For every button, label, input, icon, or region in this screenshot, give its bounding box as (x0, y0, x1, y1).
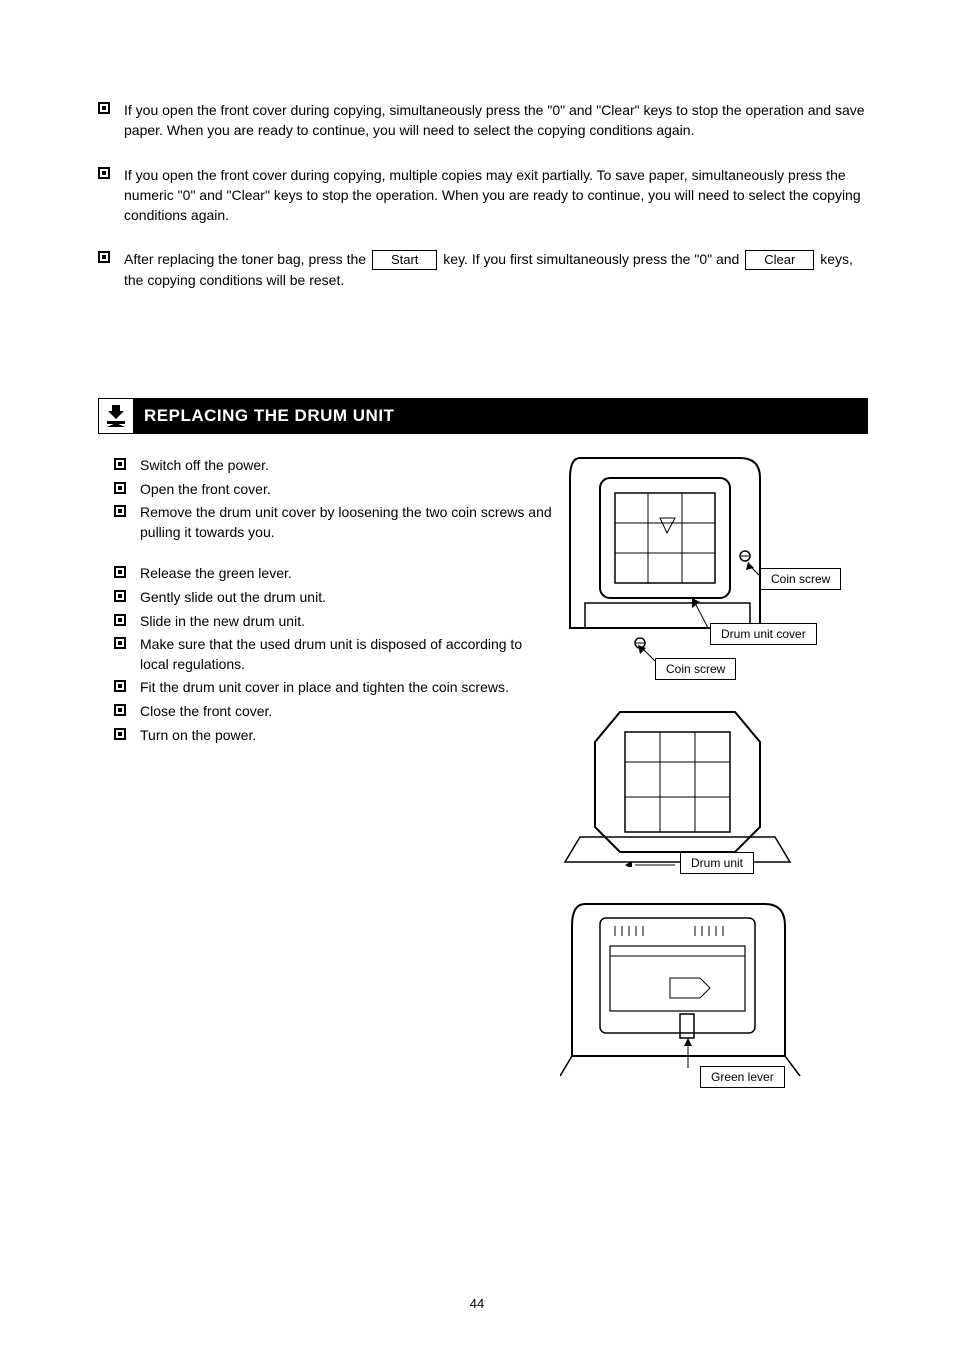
bullet-text: Turn on the power. (140, 726, 256, 746)
section-title: REPLACING THE DRUM UNIT (144, 406, 394, 426)
bullet-text: After replacing the toner bag, press the… (124, 249, 868, 290)
bullet-icon (114, 704, 126, 716)
drum-unit-illustration (560, 697, 810, 867)
bullet-text: Remove the drum unit cover by loosening … (140, 503, 554, 542)
bullet-item: Make sure that the used drum unit is dis… (114, 635, 554, 674)
page-number: 44 (470, 1296, 484, 1311)
bullet-text: If you open the front cover during copyi… (124, 165, 868, 226)
bullet-text: Make sure that the used drum unit is dis… (140, 635, 554, 674)
bullet-icon (114, 728, 126, 740)
callout-drum-unit: Drum unit (680, 852, 754, 874)
top-instructions: If you open the front cover during copyi… (98, 100, 868, 315)
bullet-item: Remove the drum unit cover by loosening … (114, 503, 554, 542)
bullet-text: Close the front cover. (140, 702, 272, 722)
bullet-icon (114, 566, 126, 578)
bullet-item: If you open the front cover during copyi… (98, 100, 868, 141)
bullet-item: Release the green lever. (114, 564, 554, 584)
clear-key-box: Clear (745, 250, 814, 270)
bullet-text: Switch off the power. (140, 456, 269, 476)
bullet-icon (114, 614, 126, 626)
download-icon (98, 398, 134, 434)
bullet-item: Slide in the new drum unit. (114, 612, 554, 632)
bullet-text: Fit the drum unit cover in place and tig… (140, 678, 509, 698)
callout-coin-screw-bottom: Coin screw (655, 658, 736, 680)
diagram-1: Coin screw Drum unit cover Coin screw (560, 448, 870, 683)
bullet-icon (114, 637, 126, 649)
callout-coin-screw-top: Coin screw (760, 568, 841, 590)
bullet-icon (98, 167, 110, 179)
bullet-item: Gently slide out the drum unit. (114, 588, 554, 608)
callout-drum-unit-cover: Drum unit cover (710, 623, 817, 645)
bullet-icon (114, 590, 126, 602)
bullet-text: Slide in the new drum unit. (140, 612, 305, 632)
bullet-icon (114, 505, 126, 517)
bullet-item: Turn on the power. (114, 726, 554, 746)
bullet-text: Gently slide out the drum unit. (140, 588, 326, 608)
bullet-item: Open the front cover. (114, 480, 554, 500)
bullet-text: Open the front cover. (140, 480, 271, 500)
bullet-icon (114, 458, 126, 470)
bullet-text: If you open the front cover during copyi… (124, 100, 868, 141)
bullet-text: Release the green lever. (140, 564, 292, 584)
procedure-steps: Switch off the power. Open the front cov… (114, 456, 554, 749)
diagram-2: Drum unit (560, 697, 870, 882)
bullet-item: After replacing the toner bag, press the… (98, 249, 868, 290)
bullet-icon (98, 251, 110, 263)
callout-green-lever: Green lever (700, 1066, 785, 1088)
diagram-column: Coin screw Drum unit cover Coin screw Dr… (560, 448, 870, 1110)
bullet-item: Close the front cover. (114, 702, 554, 722)
start-key-box: Start (372, 250, 437, 270)
bullet-icon (98, 102, 110, 114)
green-lever-illustration (560, 896, 820, 1081)
bullet-item: Switch off the power. (114, 456, 554, 476)
bullet-icon (114, 482, 126, 494)
diagram-3: Green lever (560, 896, 870, 1096)
bullet-icon (114, 680, 126, 692)
bullet-item: If you open the front cover during copyi… (98, 165, 868, 226)
bullet-item: Fit the drum unit cover in place and tig… (114, 678, 554, 698)
section-header: REPLACING THE DRUM UNIT (98, 398, 868, 434)
